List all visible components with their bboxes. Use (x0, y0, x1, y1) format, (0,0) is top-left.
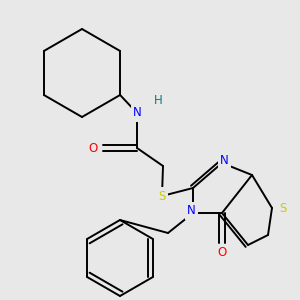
Text: N: N (220, 154, 228, 166)
Text: O: O (88, 142, 98, 154)
Text: O: O (218, 247, 226, 260)
Text: S: S (158, 190, 166, 202)
Text: N: N (187, 205, 195, 218)
Text: N: N (133, 106, 141, 119)
Text: H: H (154, 94, 162, 107)
Text: S: S (279, 202, 287, 214)
